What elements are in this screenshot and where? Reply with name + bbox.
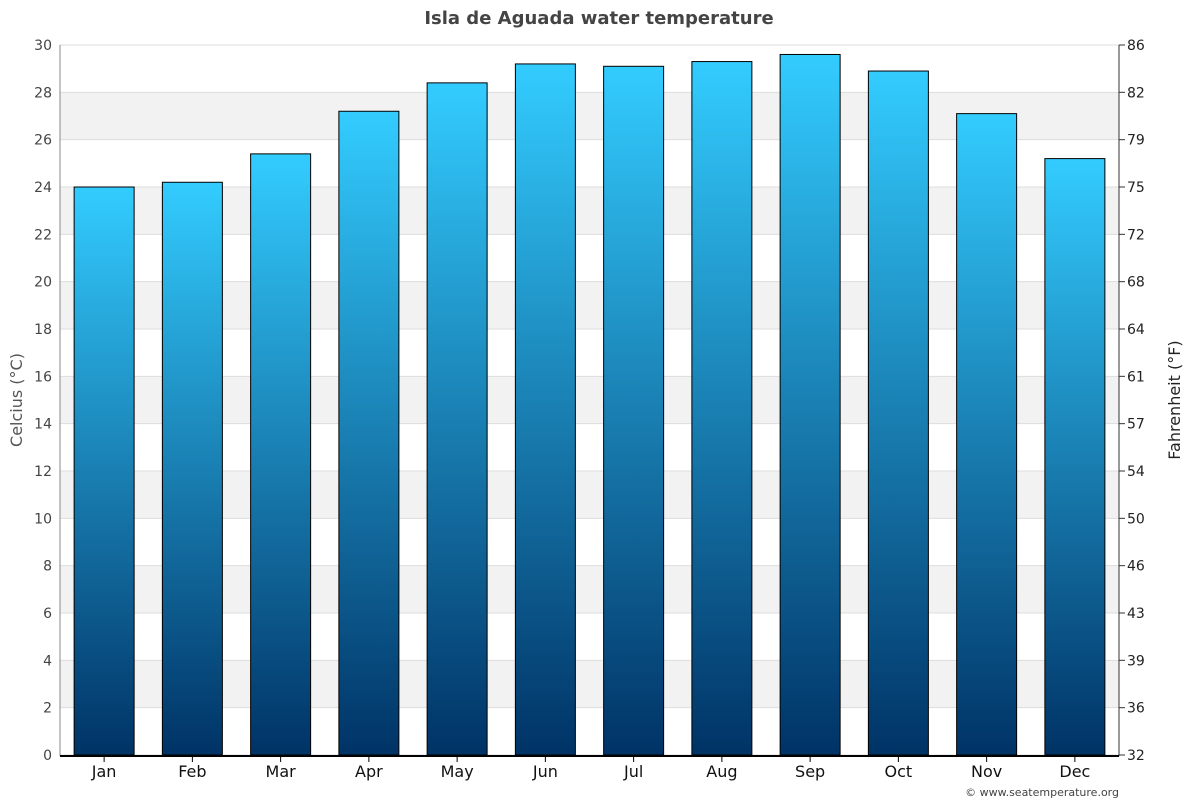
y-tick-label: 22 [34, 227, 52, 243]
grid-band [60, 660, 1119, 708]
bar-feb[interactable] [161, 181, 223, 756]
y-tick-label: 14 [34, 417, 52, 433]
y-tick-label: 28 [34, 85, 52, 101]
bar-may[interactable] [426, 82, 488, 756]
credit[interactable]: © www.seatemperature.org [965, 786, 1119, 799]
grid-band [60, 187, 1119, 235]
grid-band [60, 471, 1119, 519]
x-tick-label: Jan [91, 762, 117, 781]
y2-tick-label: 61 [1127, 369, 1145, 385]
y-tick-label: 24 [34, 180, 52, 196]
y2-tick-label: 50 [1127, 511, 1145, 527]
x-tick-label: Feb [178, 762, 206, 781]
bar-jan[interactable] [73, 186, 135, 756]
y2-tick-label: 72 [1127, 227, 1145, 243]
bar-sep[interactable] [779, 53, 841, 756]
y2-axis-label: Fahrenheit (°F) [1165, 340, 1184, 459]
y2-tick-label: 32 [1127, 748, 1145, 764]
bar-nov[interactable] [956, 113, 1018, 756]
y-axis-label: Celcius (°C) [7, 353, 26, 447]
y-tick-label: 10 [34, 511, 52, 527]
y2-tick-label: 36 [1127, 701, 1145, 717]
bar-dec[interactable] [1044, 158, 1106, 756]
y-tick-label: 0 [43, 748, 52, 764]
bar-jul[interactable] [603, 65, 665, 756]
y2-tick-label: 57 [1127, 417, 1145, 433]
y2-tick-label: 43 [1127, 606, 1145, 622]
grid-band [60, 92, 1119, 140]
bar-apr[interactable] [338, 110, 400, 756]
x-tick-label: May [441, 762, 474, 781]
y2-tick-label: 79 [1127, 133, 1145, 149]
y-tick-label: 30 [34, 38, 52, 54]
y2-tick-label: 46 [1127, 559, 1145, 575]
y-tick-label: 16 [34, 369, 52, 385]
x-tick-label: Jul [623, 762, 643, 781]
y-tick-label: 6 [43, 606, 52, 622]
x-tick-label: Mar [266, 762, 297, 781]
bar-aug[interactable] [691, 61, 753, 756]
y-tick-label: 20 [34, 275, 52, 291]
chart-title: Isla de Aguada water temperature [424, 8, 773, 29]
y-tick-label: 18 [34, 322, 52, 338]
y2-tick-label: 86 [1127, 38, 1145, 54]
bar-mar[interactable] [250, 153, 312, 756]
y2-tick-label: 54 [1127, 464, 1145, 480]
y-tick-label: 12 [34, 464, 52, 480]
x-tick-label: Dec [1059, 762, 1090, 781]
y-tick-label: 2 [43, 701, 52, 717]
y-tick-label: 4 [43, 653, 52, 669]
bar-oct[interactable] [867, 70, 929, 756]
bar-jun[interactable] [514, 63, 576, 756]
y-tick-label: 26 [34, 133, 52, 149]
grid-band [60, 565, 1119, 613]
y-tick-label: 8 [43, 559, 52, 575]
x-tick-label: Oct [885, 762, 913, 781]
x-tick-label: Aug [706, 762, 737, 781]
y2-tick-label: 39 [1127, 653, 1145, 669]
y2-tick-label: 82 [1127, 85, 1145, 101]
grid-band [60, 281, 1119, 329]
y2-tick-label: 68 [1127, 275, 1145, 291]
x-tick-label: Jun [532, 762, 558, 781]
x-tick-label: Nov [971, 762, 1002, 781]
y2-tick-label: 75 [1127, 180, 1145, 196]
y2-tick-label: 64 [1127, 322, 1145, 338]
x-tick-label: Sep [795, 762, 825, 781]
grid-band [60, 376, 1119, 424]
x-tick-label: Apr [355, 762, 383, 781]
